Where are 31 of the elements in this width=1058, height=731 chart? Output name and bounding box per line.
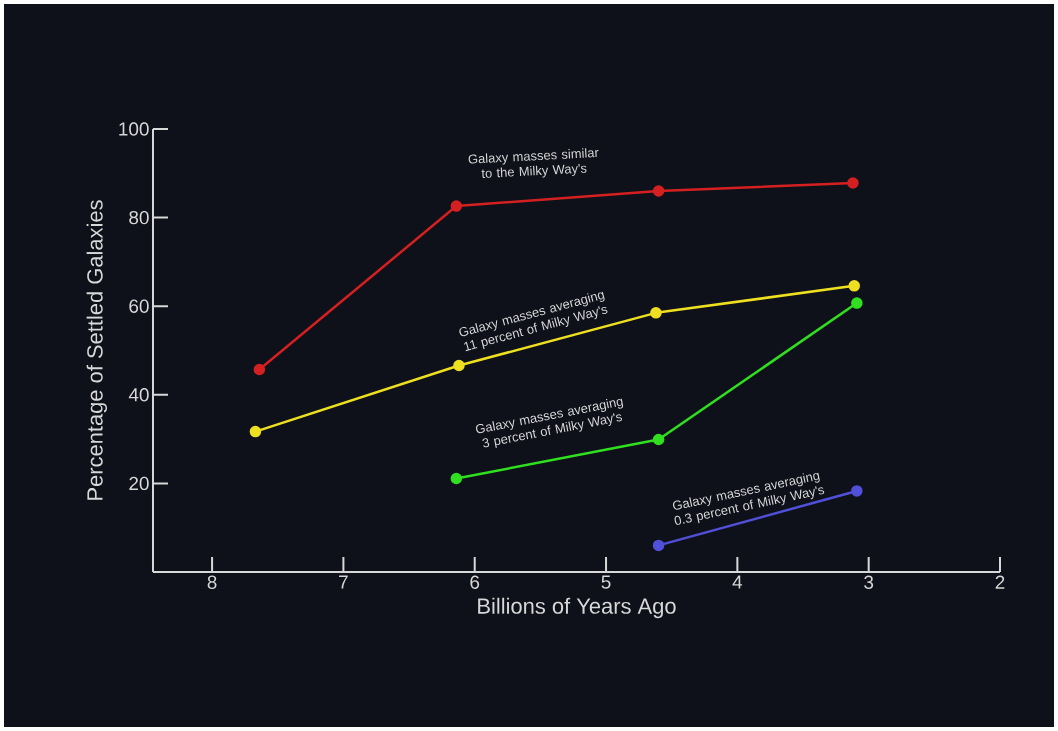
point	[652, 185, 665, 197]
series-label: Galaxy masses similar to the Milky Way's	[468, 148, 599, 178]
text: Galaxy masses averaging 3 percent of Milky Way's	[475, 398, 624, 449]
x-tick-label: 5	[601, 575, 611, 589]
y-tick-label: 20	[129, 476, 149, 491]
x-tick-label: 6	[470, 575, 480, 589]
point	[253, 363, 266, 376]
point	[249, 425, 262, 438]
point	[847, 177, 859, 189]
point	[450, 200, 463, 212]
x-tick-label: 8	[207, 575, 217, 589]
text: Galaxy masses averaging 0.3 percent of Milky Way's	[672, 472, 825, 525]
x-tick-label: 7	[339, 575, 348, 589]
x-tick-label: 3	[864, 575, 874, 589]
y-axis-title: Percentage of Settled Galaxies	[86, 200, 108, 500]
point	[652, 433, 665, 446]
y-tick-label: 100	[119, 122, 149, 136]
point	[848, 280, 860, 292]
point	[450, 472, 463, 485]
y-tick-label: 80	[129, 210, 149, 225]
x-tick-label: 4	[732, 575, 743, 589]
x-axis-title: Billions of Years Ago	[478, 597, 676, 619]
point	[851, 485, 863, 497]
y-tick-label: 40	[128, 388, 149, 402]
x-tick-label: 2	[995, 575, 1005, 589]
point	[652, 539, 665, 552]
text: Galaxy masses averaging 11 percent of Milky Way's	[459, 291, 608, 352]
y-tick-label: 60	[129, 299, 149, 313]
point	[453, 359, 465, 372]
point	[851, 297, 863, 309]
point	[650, 307, 662, 319]
